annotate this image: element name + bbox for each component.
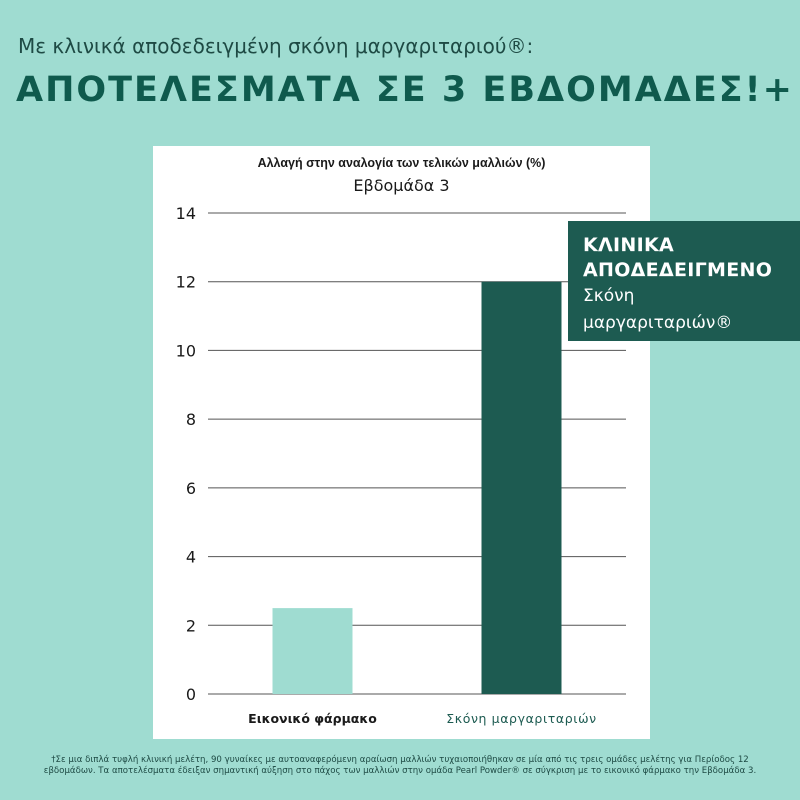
footnote: †Σε μια διπλά τυφλή κλινική μελέτη, 90 γ…: [43, 755, 757, 776]
y-tick-label: 8: [186, 410, 196, 429]
y-tick-label: 12: [176, 273, 196, 292]
y-tick-label: 4: [186, 548, 196, 567]
chart-card: Αλλαγή στην αναλογία των τελικών μαλλιών…: [153, 146, 650, 739]
badge-title-line2: ΑΠΟΔΕΔΕΙΓΜΕΝΟ: [583, 259, 773, 281]
clinically-proven-badge: ΚΛΙΝΙΚΑ ΑΠΟΔΕΔΕΙΓΜΕΝΟ Σκόνη μαργαριταριώ…: [568, 221, 800, 341]
bar-chart: 0 2 4 6 8 10 12 14 Εικονικό φάρμακο Σκόνη μαργαρι…: [176, 204, 626, 726]
bar: [481, 281, 562, 694]
badge-sub-line2: μαργαριταριών®: [583, 313, 733, 333]
x-tick-label: Σκόνη μαργαριταριών: [446, 711, 597, 726]
y-tick-label: 0: [186, 685, 196, 704]
y-tick-label: 10: [176, 341, 196, 360]
y-tick-label: 6: [186, 479, 196, 498]
badge-sub-line1: Σκόνη: [583, 286, 635, 306]
page-headline: ΑΠΟΤΕΛΕΣΜΑΤΑ ΣΕ 3 ΕΒΔΟΜΑΔΕΣ!+: [16, 70, 794, 110]
bar: [272, 608, 353, 694]
chart-title: Αλλαγή στην αναλογία των τελικών μαλλιών…: [257, 156, 546, 170]
y-tick-label: 2: [186, 616, 196, 635]
chart-subtitle: Εβδομάδα 3: [353, 176, 450, 195]
x-tick-label: Εικονικό φάρμακο: [248, 711, 377, 726]
badge-title-line1: ΚΛΙΝΙΚΑ: [583, 234, 674, 256]
y-tick-label: 14: [176, 204, 196, 223]
page-subtitle: Με κλινικά αποδεδειγμένη σκόνη μαργαριτα…: [18, 34, 534, 58]
